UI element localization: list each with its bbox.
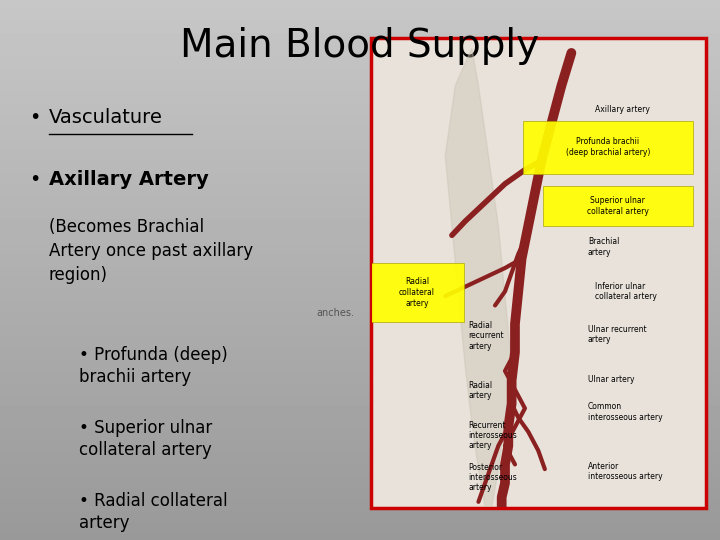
Text: Recurrent
interosseous
artery: Recurrent interosseous artery (469, 421, 517, 450)
Polygon shape (445, 48, 512, 507)
Text: Brachial
artery: Brachial artery (588, 237, 619, 256)
Text: Axillary artery: Axillary artery (595, 105, 649, 114)
Text: •: • (29, 170, 40, 189)
FancyBboxPatch shape (523, 121, 693, 174)
Text: Common
interosseous artery: Common interosseous artery (588, 402, 662, 422)
Text: Radial
collateral
artery: Radial collateral artery (399, 276, 435, 308)
Text: anches.: anches. (316, 308, 354, 318)
Text: Vasculature: Vasculature (49, 108, 163, 127)
FancyBboxPatch shape (543, 186, 693, 226)
Text: Inferior ulnar
collateral artery: Inferior ulnar collateral artery (595, 282, 657, 301)
Text: Ulnar recurrent
artery: Ulnar recurrent artery (588, 325, 647, 344)
Text: Superior ulnar
collateral artery: Superior ulnar collateral artery (587, 196, 649, 216)
Text: • Superior ulnar
collateral artery: • Superior ulnar collateral artery (79, 419, 212, 459)
Text: • Profunda (deep)
brachii artery: • Profunda (deep) brachii artery (79, 346, 228, 386)
Text: Radial
artery: Radial artery (469, 381, 492, 400)
Text: (Becomes Brachial
Artery once past axillary
region): (Becomes Brachial Artery once past axill… (49, 218, 253, 284)
Text: Radial
recurrent
artery: Radial recurrent artery (469, 321, 504, 351)
Text: Main Blood Supply: Main Blood Supply (181, 27, 539, 65)
Text: Posterior
interosseous
artery: Posterior interosseous artery (469, 463, 517, 492)
Text: •: • (29, 108, 40, 127)
Text: Axillary Artery: Axillary Artery (49, 170, 209, 189)
Text: Profunda brachii
(deep brachial artery): Profunda brachii (deep brachial artery) (566, 137, 650, 158)
Text: • Radial collateral
artery: • Radial collateral artery (79, 492, 228, 532)
FancyBboxPatch shape (371, 264, 464, 322)
Text: Anterior
interosseous artery: Anterior interosseous artery (588, 462, 662, 481)
FancyBboxPatch shape (371, 38, 706, 508)
Text: Ulnar artery: Ulnar artery (588, 375, 634, 384)
